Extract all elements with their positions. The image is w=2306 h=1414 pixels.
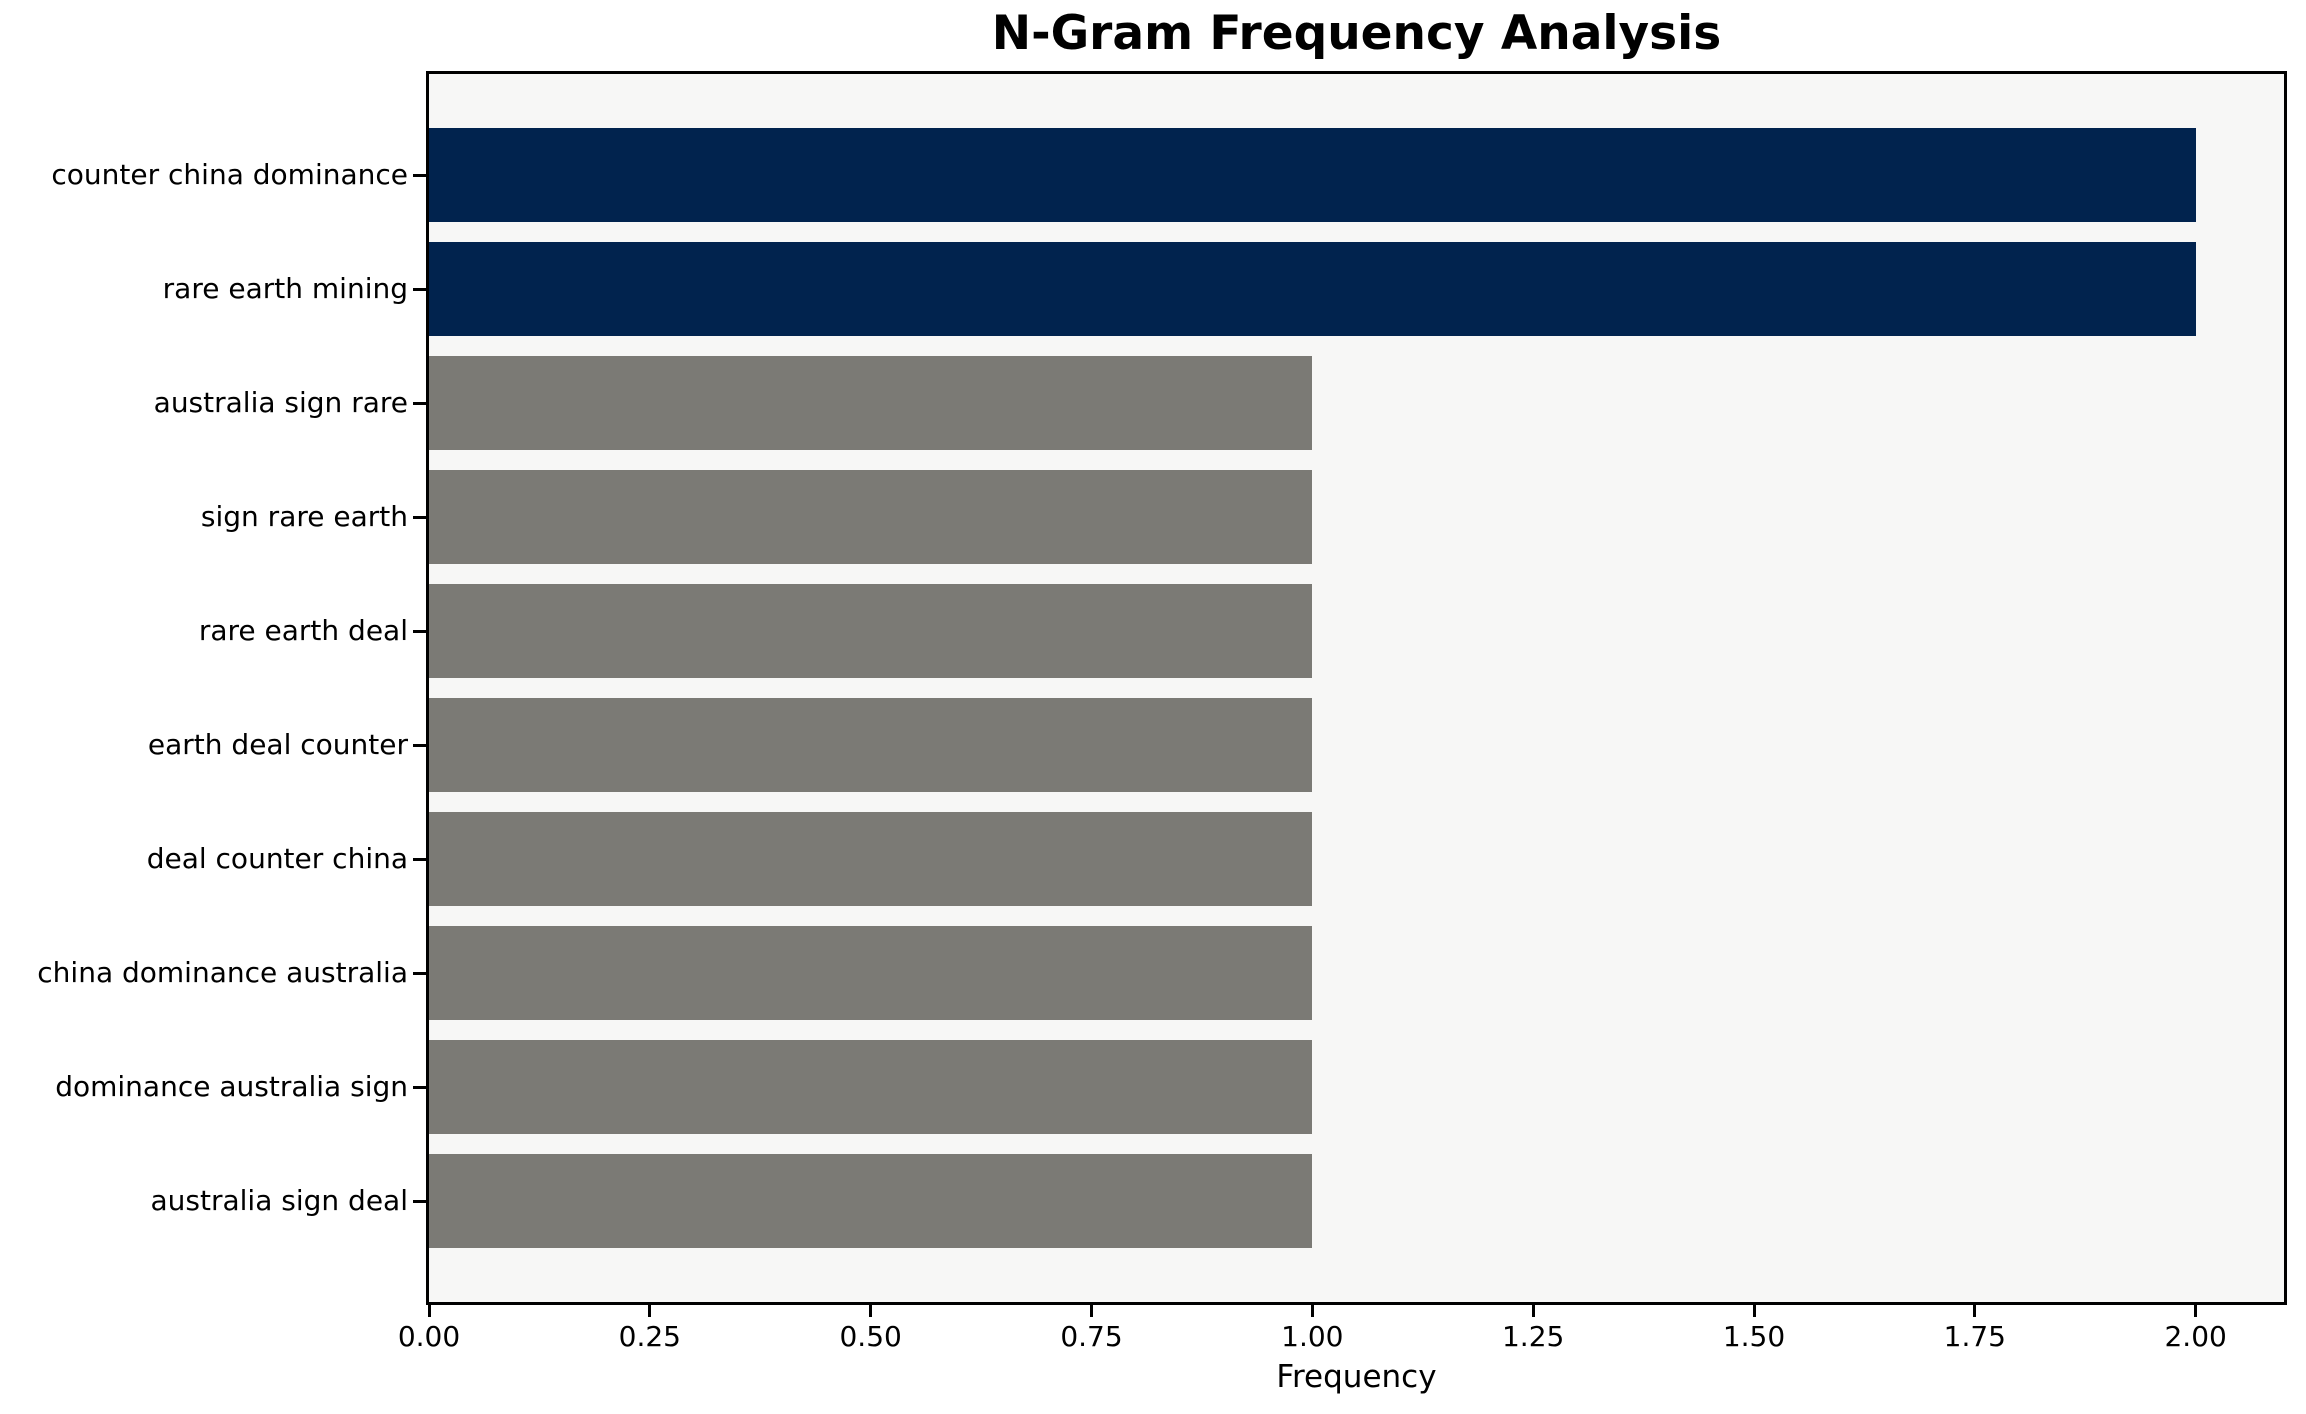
y-tick-mark [413,1085,426,1089]
bar-counter-china-dominance [429,128,2196,222]
y-tick-mark [413,515,426,519]
y-tick-mark [413,971,426,975]
y-tick-label: sign rare earth [200,500,408,533]
bar-rare-earth-mining [429,242,2196,336]
y-tick-mark [413,629,426,633]
bar-deal-counter-china [429,812,1313,906]
y-tick-mark [413,173,426,177]
bar-sign-rare-earth [429,470,1313,564]
x-tick-label: 0.25 [618,1320,681,1353]
y-tick-label: rare earth deal [198,614,408,647]
plot-area [426,71,2287,1305]
x-tick-mark [1973,1305,1977,1317]
x-axis-label: Frequency [1276,1359,1437,1395]
bar-dominance-australia-sign [429,1040,1313,1134]
y-tick-label: australia sign rare [153,386,408,419]
y-tick-label: australia sign deal [150,1184,408,1217]
y-tick-label: dominance australia sign [55,1070,408,1103]
y-tick-mark [413,401,426,405]
x-tick-label: 1.00 [1281,1320,1344,1353]
bar-australia-sign-rare [429,356,1313,450]
x-tick-label: 2.00 [2164,1320,2227,1353]
x-tick-label: 0.75 [1060,1320,1123,1353]
bar-china-dominance-australia [429,926,1313,1020]
y-tick-label: rare earth mining [162,272,408,305]
y-tick-label: china dominance australia [37,956,408,989]
y-tick-label: counter china dominance [51,158,408,191]
y-tick-label: earth deal counter [147,728,408,761]
x-tick-mark [427,1305,431,1317]
y-tick-mark [413,857,426,861]
x-tick-mark [1310,1305,1314,1317]
x-tick-mark [1752,1305,1756,1317]
x-tick-label: 0.00 [397,1320,461,1353]
x-tick-mark [1090,1305,1093,1317]
chart-title: N-Gram Frequency Analysis [991,6,1722,61]
x-tick-label: 1.75 [1943,1320,2006,1353]
bar-rare-earth-deal [429,584,1313,678]
x-tick-label: 1.50 [1722,1320,1786,1353]
x-tick-mark [869,1305,873,1317]
bar-australia-sign-deal [429,1154,1313,1248]
y-tick-mark [413,287,426,291]
y-tick-mark [413,743,426,747]
bar-earth-deal-counter [429,698,1313,792]
x-tick-label: 1.25 [1501,1320,1565,1353]
x-tick-mark [2194,1305,2198,1317]
x-tick-mark [1531,1305,1535,1317]
y-tick-label: deal counter china [146,842,408,875]
x-tick-label: 0.50 [839,1320,902,1353]
y-tick-mark [413,1199,426,1203]
x-tick-mark [648,1305,652,1317]
